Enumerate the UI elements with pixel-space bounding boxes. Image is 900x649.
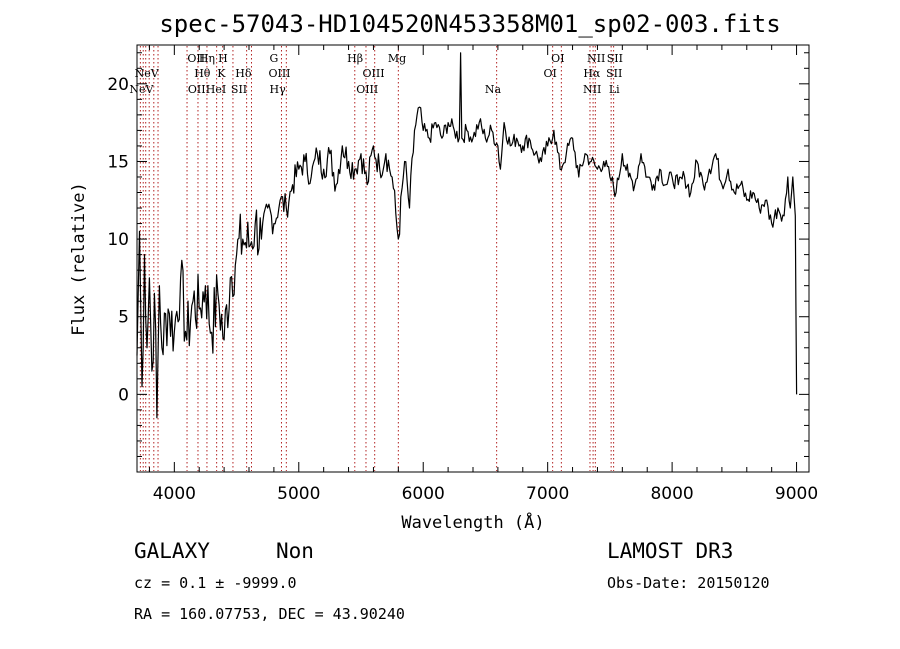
object-class: GALAXY bbox=[134, 539, 210, 563]
line-label-17: OIII bbox=[356, 83, 378, 96]
x-tick-label: 7000 bbox=[526, 484, 569, 504]
x-tick-label: 8000 bbox=[650, 484, 693, 504]
line-label-19: OI bbox=[551, 52, 564, 65]
y-tick-label: 15 bbox=[107, 152, 129, 172]
line-label-26: Li bbox=[609, 83, 620, 96]
spectrum-series bbox=[136, 52, 798, 419]
survey-name: LAMOST DR3 bbox=[607, 539, 733, 563]
line-label-4: H bbox=[218, 52, 228, 65]
line-label-10: SII bbox=[231, 83, 247, 96]
line-label-2: OII bbox=[187, 52, 205, 65]
x-tick-label: 6000 bbox=[402, 484, 445, 504]
line-label-24: SII bbox=[606, 67, 622, 80]
chart-title: spec-57043-HD104520N453358M01_sp02-003.f… bbox=[159, 10, 780, 38]
y-tick-label: 20 bbox=[107, 75, 129, 95]
line-label-20: OI bbox=[543, 67, 556, 80]
line-label-7: Hδ bbox=[235, 67, 252, 80]
line-label-11: G bbox=[269, 52, 278, 65]
x-tick-label: 9000 bbox=[775, 484, 818, 504]
line-label-8: OII bbox=[188, 83, 206, 96]
y-tick-label: 0 bbox=[118, 385, 129, 405]
redshift-cz: cz = 0.1 ± -9999.0 bbox=[134, 574, 297, 592]
line-label-3: Hη bbox=[199, 52, 215, 65]
x-tick-label: 5000 bbox=[277, 484, 320, 504]
observation-date: Obs-Date: 20150120 bbox=[607, 574, 770, 592]
line-label-14: Hβ bbox=[347, 52, 363, 65]
spectrum-line-0 bbox=[136, 52, 798, 419]
line-label-0: NeV bbox=[135, 67, 160, 80]
line-label-15: Mg bbox=[388, 52, 406, 65]
line-label-9: HeI bbox=[206, 83, 226, 96]
x-tick-label: 4000 bbox=[153, 484, 196, 504]
object-subclass: Non bbox=[276, 539, 314, 563]
line-label-16: OIII bbox=[363, 67, 385, 80]
line-label-1: NeV bbox=[129, 83, 154, 96]
line-label-6: K bbox=[217, 67, 226, 80]
y-axis-ticks: 0 5 10 15 20 bbox=[107, 52, 809, 473]
line-label-13: Hγ bbox=[270, 83, 287, 96]
coordinates: RA = 160.07753, DEC = 43.90240 bbox=[134, 605, 405, 623]
y-tick-label: 5 bbox=[118, 308, 129, 328]
line-label-18: Na bbox=[485, 83, 502, 96]
y-tick-label: 10 bbox=[107, 230, 129, 250]
x-axis-label: Wavelength (Å) bbox=[401, 511, 544, 533]
line-label-25: NII bbox=[583, 83, 601, 96]
line-label-23: Hα bbox=[583, 67, 601, 80]
line-label-5: Hθ bbox=[194, 67, 211, 80]
line-label-12: OIII bbox=[268, 67, 290, 80]
x-axis-ticks: 4000 5000 6000 7000 8000 9000 bbox=[148, 45, 818, 504]
spectral-line-markers bbox=[139, 46, 615, 471]
line-label-21: NII bbox=[587, 52, 605, 65]
y-axis-label: Flux (relative) bbox=[69, 182, 89, 336]
line-label-22: SII bbox=[607, 52, 623, 65]
plot-frame bbox=[136, 44, 810, 473]
